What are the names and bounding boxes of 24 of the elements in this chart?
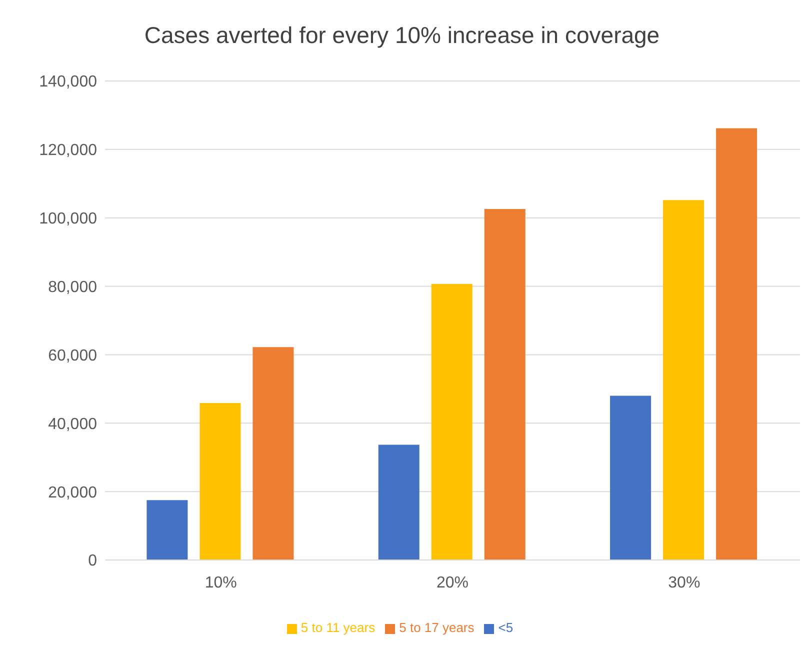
y-tick-label: 120,000 bbox=[39, 142, 98, 160]
bar bbox=[484, 208, 526, 560]
x-tick-label: 10% bbox=[204, 574, 237, 592]
x-tick-label: 20% bbox=[436, 574, 469, 592]
y-tick-label: 100,000 bbox=[39, 210, 98, 228]
y-tick-label: 40,000 bbox=[48, 416, 98, 433]
y-tick-label: 60,000 bbox=[48, 347, 98, 364]
bar bbox=[610, 396, 652, 560]
bar bbox=[663, 200, 704, 560]
bar bbox=[378, 444, 420, 560]
x-tick-label: 30% bbox=[668, 574, 700, 592]
y-tick-label: 20,000 bbox=[48, 484, 98, 502]
bar bbox=[146, 500, 188, 560]
y-tick-label: 0 bbox=[88, 552, 98, 570]
legend-label: 5 to 11 years bbox=[300, 620, 376, 635]
legend-label: 5 to 17 years bbox=[399, 620, 474, 635]
y-tick-label: 140,000 bbox=[39, 74, 98, 91]
bar bbox=[716, 128, 758, 560]
bar bbox=[431, 284, 472, 560]
legend-label: <5 bbox=[498, 620, 514, 635]
bar bbox=[200, 402, 241, 560]
chart-title: Cases averted for every 10% increase in coverage bbox=[143, 22, 661, 49]
y-tick-label: 80,000 bbox=[48, 278, 98, 296]
bar bbox=[252, 347, 294, 560]
